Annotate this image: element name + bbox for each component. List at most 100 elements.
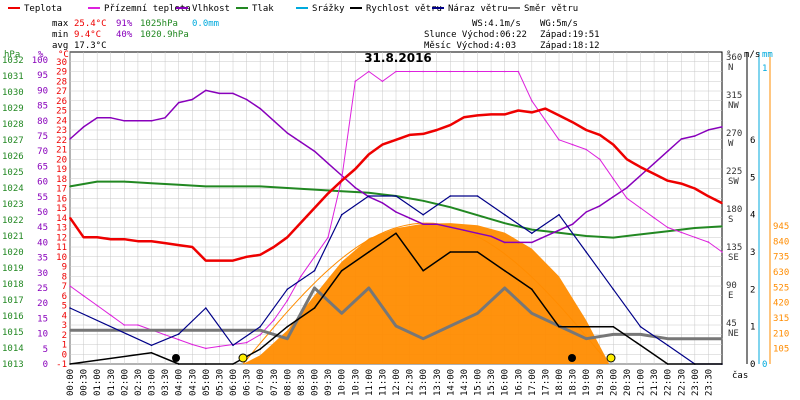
- point-temperature: [599, 134, 601, 136]
- tick-x: 18:00: [555, 369, 565, 396]
- point-temperature: [381, 143, 384, 146]
- point-wind-gust: [666, 344, 669, 347]
- point-humidity: [503, 241, 506, 244]
- tick-hpa: 1026: [2, 152, 24, 162]
- point-temperature: [707, 195, 710, 198]
- stat-avg-label: avg: [52, 41, 68, 51]
- point-pressure: [150, 182, 153, 184]
- tick-x: 22:00: [664, 369, 674, 396]
- axes: 1013101410151016101710181019102010211022…: [2, 52, 789, 396]
- tick-hpa: 1030: [2, 88, 24, 98]
- point-temperature: [327, 192, 329, 195]
- point-wind-speed: [205, 363, 207, 365]
- tick-x: 03:00: [148, 369, 158, 396]
- point-humidity: [259, 107, 262, 110]
- stat-max-press: 1025hPa: [140, 19, 178, 29]
- tick-percent: 70: [37, 147, 48, 157]
- point-temperature: [544, 107, 547, 110]
- tick-celsius: 18: [56, 175, 67, 185]
- stat-min-hum: 40%: [116, 30, 133, 40]
- point-temperature: [191, 246, 194, 248]
- tick-x: 04:00: [175, 369, 185, 396]
- point-humidity: [354, 186, 357, 189]
- tick-percent: 85: [37, 102, 48, 112]
- point-humidity: [123, 120, 126, 122]
- point-humidity: [300, 141, 302, 143]
- point-dew-point: [381, 80, 384, 83]
- tick-x: 16:00: [501, 369, 511, 396]
- point-dew-point: [558, 139, 560, 141]
- point-humidity: [436, 223, 438, 225]
- point-dew-point: [69, 285, 71, 287]
- point-wind-gust: [205, 307, 207, 309]
- point-pressure: [286, 187, 289, 189]
- tick-ms: 3: [750, 248, 755, 258]
- point-wind-gust: [422, 213, 425, 216]
- point-humidity: [558, 229, 560, 231]
- tick-x: 01:30: [107, 369, 117, 396]
- point-humidity: [639, 174, 642, 177]
- tick-percent: 30: [37, 269, 48, 279]
- tick-x: 11:30: [378, 369, 388, 396]
- legend-label-pressure: Tlak: [252, 4, 274, 14]
- tick-percent: 5: [43, 345, 48, 355]
- point-dew-point: [476, 70, 479, 73]
- point-dew-point: [694, 236, 696, 239]
- legend-label-dew-point: Přízemní teplota: [104, 4, 191, 14]
- point-temperature: [422, 133, 425, 135]
- point-wind-dir: [259, 329, 262, 332]
- point-temperature: [150, 240, 153, 242]
- point-temperature: [503, 113, 506, 116]
- tick-x: 21:30: [650, 369, 660, 396]
- tick-percent: 40: [37, 238, 48, 248]
- tick-celsius: 16: [56, 194, 67, 204]
- moonset-marker: [568, 354, 576, 362]
- point-wind-speed: [694, 363, 696, 365]
- point-temperature: [558, 114, 560, 117]
- point-humidity: [381, 202, 384, 204]
- tick-direction-label: N: [728, 63, 733, 73]
- point-dew-point: [164, 334, 166, 336]
- point-humidity: [96, 117, 98, 119]
- point-wind-dir: [286, 337, 289, 340]
- tick-celsius: 26: [56, 97, 67, 107]
- tick-percent: 25: [37, 284, 48, 294]
- point-humidity: [544, 235, 547, 238]
- tick-hpa: 1021: [2, 232, 24, 242]
- point-temperature: [110, 238, 112, 240]
- point-humidity: [585, 211, 587, 213]
- point-temperature: [177, 244, 180, 246]
- x-axis-unit: čas: [732, 370, 748, 381]
- tick-solar: 630: [773, 268, 789, 278]
- tick-direction-deg: 45: [726, 319, 737, 329]
- point-dew-point: [517, 70, 520, 73]
- point-wind-gust: [639, 325, 642, 328]
- point-temperature: [354, 168, 357, 170]
- point-pressure: [259, 185, 262, 188]
- point-wind-dir: [368, 287, 370, 289]
- point-humidity: [110, 117, 112, 119]
- point-dew-point: [137, 324, 139, 326]
- tick-hpa: 1031: [2, 72, 24, 82]
- point-wind-dir: [612, 333, 615, 336]
- point-temperature: [408, 134, 411, 136]
- point-humidity: [666, 150, 669, 152]
- point-dew-point: [585, 148, 587, 151]
- tick-celsius: 7: [62, 282, 67, 292]
- point-temperature: [680, 182, 683, 185]
- point-pressure: [449, 206, 452, 208]
- point-humidity: [205, 89, 207, 92]
- tick-celsius: 28: [56, 77, 67, 87]
- tick-x: 22:30: [677, 369, 687, 396]
- solar-layer: [242, 222, 610, 365]
- tick-x: 11:00: [365, 369, 375, 396]
- tick-hpa: 1029: [2, 104, 24, 114]
- point-temperature: [436, 129, 438, 131]
- point-dew-point: [205, 347, 207, 350]
- tick-x: 07:00: [256, 369, 266, 396]
- stat-max-precip: 0.0mm: [192, 19, 219, 29]
- tick-hpa: 1019: [2, 264, 24, 274]
- point-dew-point: [599, 158, 601, 161]
- point-wind-dir: [313, 287, 316, 289]
- tick-direction-label: SE: [728, 253, 739, 263]
